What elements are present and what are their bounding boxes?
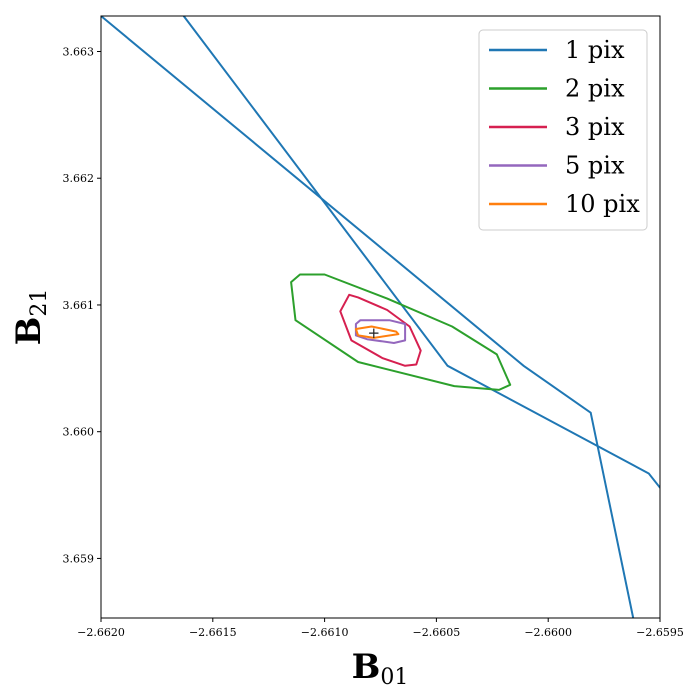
legend: 1 pix 2 pix 3 pix 5 pix 10 pix <box>478 29 648 231</box>
plot-frame <box>100 15 661 619</box>
y-tick-label: 3.660 <box>63 426 95 439</box>
legend-label-1-pix: 1 pix <box>565 36 625 64</box>
y-tick-label: 3.663 <box>63 45 95 58</box>
x-tick-label: −2.6595 <box>636 626 684 639</box>
y-tick-label: 3.661 <box>63 299 95 312</box>
legend-box <box>478 29 648 231</box>
y-tick-label: 3.659 <box>63 552 95 565</box>
series-1-pix-line-2 <box>182 16 660 490</box>
y-axis-title: B21 <box>9 289 52 346</box>
legend-label-3-pix: 3 pix <box>565 113 625 141</box>
x-tick-label: −2.6600 <box>524 626 572 639</box>
x-tick-label: −2.6620 <box>77 626 125 639</box>
x-tick-label: −2.6610 <box>301 626 349 639</box>
series-5-pix-contour <box>354 319 407 344</box>
series-10-pix-contour <box>354 325 400 339</box>
series-2-pix-contour <box>290 273 512 391</box>
legend-label-10-pix: 10 pix <box>565 190 640 218</box>
legend-label-5-pix: 5 pix <box>565 152 625 180</box>
x-tick-label: −2.6615 <box>189 626 237 639</box>
legend-label-2-pix: 2 pix <box>565 75 625 103</box>
series-3-pix-contour <box>339 293 422 367</box>
x-tick-label: −2.6605 <box>413 626 461 639</box>
series-1-pix-line-1 <box>101 16 635 618</box>
center-marker: + <box>368 324 381 342</box>
axis-ticks: −2.6620 −2.6615 −2.6610 −2.6605 −2.6600 −2.65… <box>63 45 684 639</box>
y-tick-label: 3.662 <box>63 172 95 185</box>
x-axis-title: B01 <box>352 647 409 690</box>
plot-area: + <box>101 16 660 618</box>
